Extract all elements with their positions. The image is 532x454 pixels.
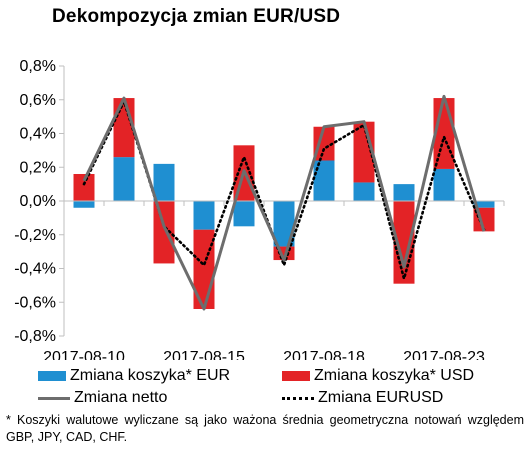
line-net: [82, 94, 486, 311]
bar-eur: [433, 168, 455, 201]
y-tick-label: -0,8%: [14, 328, 56, 345]
y-tick-label: 0,2%: [20, 159, 56, 176]
legend-swatch-eur: [38, 371, 66, 381]
legend-swatch-usd: [282, 371, 310, 381]
y-tick-label: -0,4%: [14, 261, 56, 278]
y-tick-label: 0,0%: [20, 193, 56, 210]
bar-eur: [113, 157, 135, 201]
legend-label-eur: Zmiana koszyka* EUR: [70, 367, 231, 384]
bar-eur: [473, 201, 495, 208]
legend: Zmiana koszyka* EUR Zmiana koszyka* USD …: [0, 365, 532, 415]
bar-usd: [73, 174, 95, 201]
bar-eur: [393, 184, 415, 201]
lines-layer: [82, 94, 486, 311]
chart-title: Dekompozycja zmian EUR/USD: [52, 6, 341, 27]
y-tick-label: -0,6%: [14, 294, 56, 311]
bar-eur: [233, 201, 255, 227]
legend-item-eurusd: Zmiana EURUSD: [282, 389, 443, 407]
x-tick-label: 2017-08-10: [43, 349, 125, 360]
y-tick-label: 0,4%: [20, 126, 56, 143]
y-axis: -0,8% -0,6% -0,4% -0,2% 0,0% 0,2% 0,4% 0,6% 0,8%: [14, 58, 65, 345]
legend-item-net: Zmiana netto: [38, 389, 167, 407]
y-tick-label: 0,6%: [20, 92, 56, 109]
footnote: * Koszyki walutowe wyliczane są jako waż…: [6, 413, 524, 444]
y-tick-label: 0,8%: [20, 58, 56, 75]
legend-item-eur: Zmiana koszyka* EUR: [38, 367, 230, 385]
bar-usd: [153, 201, 175, 264]
legend-label-net: Zmiana netto: [74, 389, 168, 406]
bar-eur: [73, 201, 95, 208]
bar-eur: [153, 163, 175, 201]
bar-eur: [313, 160, 335, 201]
decomposition-chart: -0,8% -0,6% -0,4% -0,2% 0,0% 0,2% 0,4% 0,6% 0,8%…: [14, 58, 505, 360]
legend-label-usd: Zmiana koszyka* USD: [314, 367, 475, 384]
x-axis: 2017-08-10 2017-08-15 2017-08-18 2017-08-23: [43, 200, 505, 360]
bar-eur: [193, 201, 215, 230]
bar-usd: [313, 126, 335, 161]
x-tick-label: 2017-08-15: [163, 349, 245, 360]
bars-layer: [73, 98, 495, 309]
legend-swatch-eurusd: [282, 396, 314, 400]
legend-item-usd: Zmiana koszyka* USD: [282, 367, 474, 385]
legend-label-eurusd: Zmiana EURUSD: [318, 389, 444, 406]
bar-usd: [113, 98, 135, 158]
y-tick-label: -0,2%: [14, 227, 56, 244]
bar-eur: [353, 182, 375, 201]
x-tick-label: 2017-08-18: [283, 349, 365, 360]
x-tick-label: 2017-08-23: [403, 349, 485, 360]
legend-swatch-net: [38, 396, 70, 400]
bar-eur: [273, 201, 295, 247]
